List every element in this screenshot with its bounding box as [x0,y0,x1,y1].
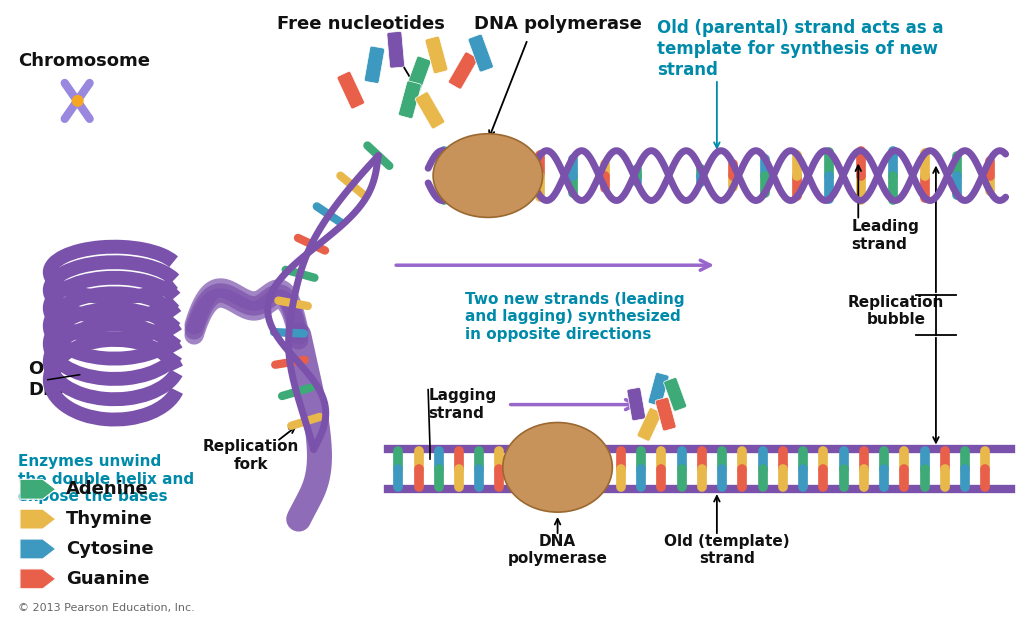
Ellipse shape [72,95,84,107]
Text: Lagging
strand: Lagging strand [429,388,496,421]
FancyBboxPatch shape [337,71,364,109]
FancyBboxPatch shape [655,398,676,431]
FancyBboxPatch shape [469,34,493,72]
FancyBboxPatch shape [398,81,421,118]
FancyBboxPatch shape [637,408,662,441]
Ellipse shape [503,423,613,512]
Text: Free nucleotides: Free nucleotides [277,15,445,33]
Text: Adenine: Adenine [65,480,148,498]
FancyBboxPatch shape [387,31,404,68]
FancyBboxPatch shape [448,52,478,89]
Polygon shape [19,480,56,499]
Text: Chromosome: Chromosome [18,52,150,70]
Text: Guanine: Guanine [65,570,149,588]
Polygon shape [19,569,56,589]
Text: Old
DNA: Old DNA [28,360,72,399]
FancyBboxPatch shape [415,92,445,129]
Text: Enzymes unwind
the double helix and
expose the bases: Enzymes unwind the double helix and expo… [18,454,194,504]
Text: © 2013 Pearson Education, Inc.: © 2013 Pearson Education, Inc. [18,603,194,613]
FancyBboxPatch shape [425,36,448,74]
FancyBboxPatch shape [406,56,431,94]
FancyBboxPatch shape [664,377,686,411]
Text: Thymine: Thymine [65,510,152,528]
Text: DNA
polymerase: DNA polymerase [507,534,608,567]
Text: Old (template)
strand: Old (template) strand [664,534,790,567]
Text: DNA polymerase: DNA polymerase [474,15,641,33]
FancyBboxPatch shape [364,46,385,83]
Ellipse shape [433,134,542,217]
Text: Leading
strand: Leading strand [851,219,920,252]
Text: Two new strands (leading
and lagging) synthesized
in opposite directions: Two new strands (leading and lagging) sy… [465,292,684,342]
Text: Replication
bubble: Replication bubble [848,295,944,327]
Text: Cytosine: Cytosine [65,540,153,558]
Text: Replication
fork: Replication fork [203,439,299,472]
Text: Old (parental) strand acts as a
template for synthesis of new
strand: Old (parental) strand acts as a template… [657,19,943,79]
Polygon shape [19,539,56,559]
FancyBboxPatch shape [649,372,669,406]
Polygon shape [19,509,56,529]
FancyBboxPatch shape [627,387,646,421]
